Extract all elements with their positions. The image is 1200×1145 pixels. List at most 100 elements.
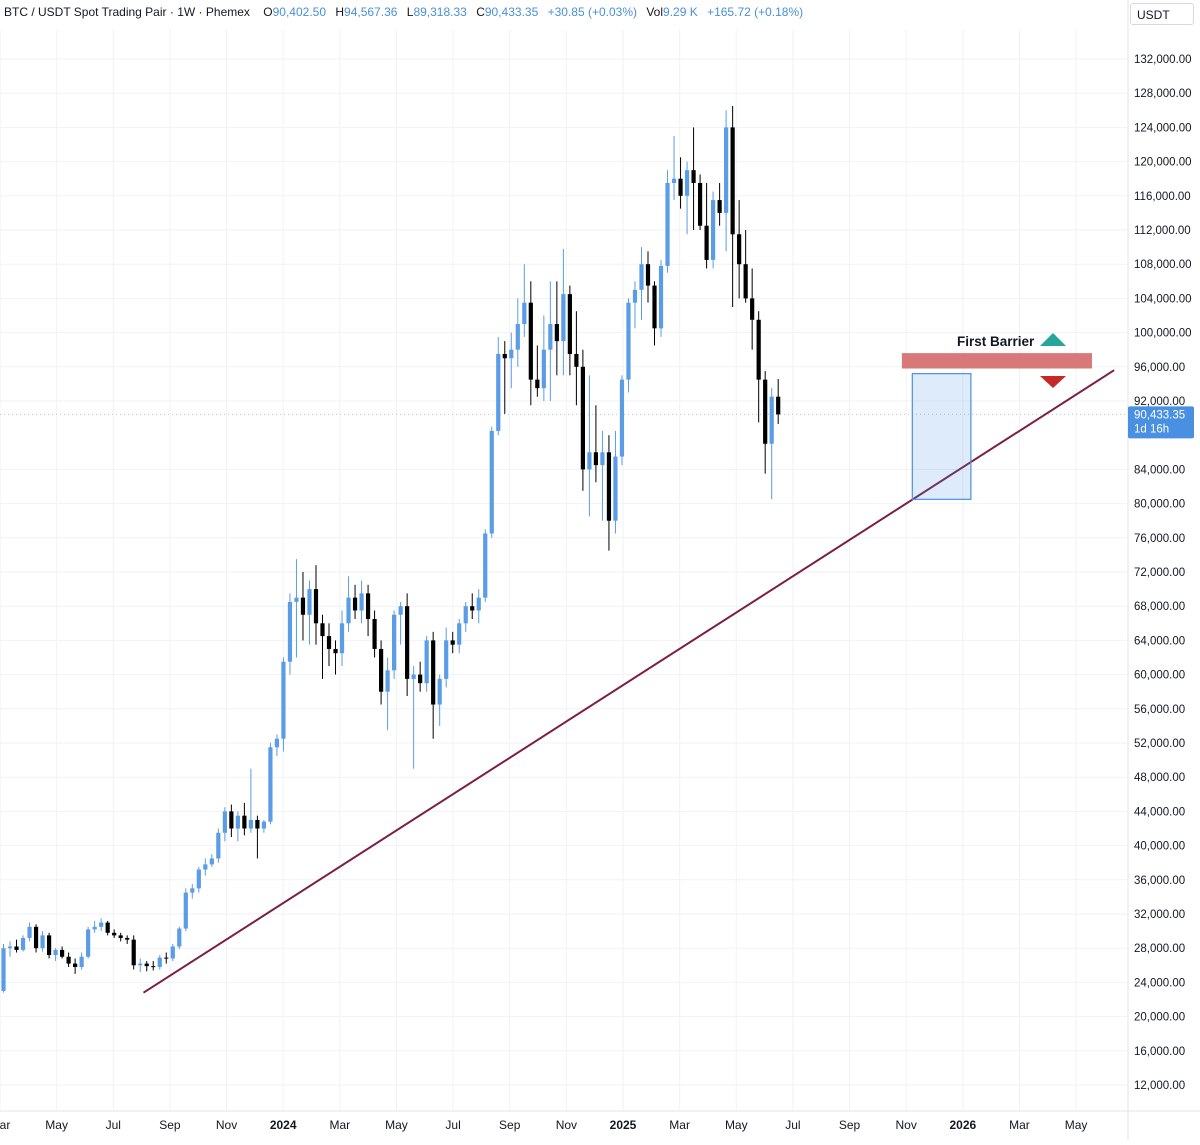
candle-body [561, 294, 566, 342]
candle-body [274, 738, 280, 748]
candle-body [711, 200, 716, 260]
candle-body [476, 597, 481, 611]
candle-body [40, 935, 45, 949]
arrow-up-icon [1040, 333, 1066, 346]
candle-body [470, 606, 475, 611]
y-tick-label: 28,000.00 [1134, 943, 1185, 955]
y-tick-label: 96,000.00 [1134, 362, 1185, 374]
candle-body [769, 396, 774, 444]
arrow-down-icon [1040, 376, 1066, 388]
candle-body [776, 396, 781, 415]
y-tick-label: 68,000.00 [1134, 601, 1185, 613]
symbol-exchange: Phemex [205, 5, 250, 19]
candle-body [756, 319, 761, 380]
symbol-interval[interactable]: 1W [177, 5, 196, 19]
candle-body [691, 170, 696, 183]
candle-body [743, 264, 748, 299]
candle-body [528, 302, 533, 380]
candle-body [294, 597, 299, 602]
candle-body [645, 264, 651, 286]
candle-body [248, 819, 253, 829]
candle-body [678, 178, 683, 196]
candle-body [515, 324, 520, 350]
resistance-zone [901, 353, 1092, 369]
y-tick-label: 24,000.00 [1134, 977, 1185, 989]
zone-layer [901, 353, 1092, 500]
candle-body [170, 946, 175, 959]
candle-body [684, 170, 690, 196]
candle-body [7, 946, 13, 949]
candle-body [730, 127, 735, 235]
candle-body [242, 815, 247, 829]
candle-body [502, 353, 507, 359]
candle-body [522, 302, 527, 325]
currency-selector-button[interactable]: USDT [1130, 3, 1194, 25]
y-tick-label: 16,000.00 [1134, 1046, 1185, 1058]
y-tick-label: 124,000.00 [1134, 122, 1192, 134]
candle-body [665, 182, 670, 266]
high-value: 94,567.36 [344, 5, 398, 19]
candle-body [378, 648, 384, 692]
candle-body [593, 452, 599, 466]
candle-body [359, 593, 364, 611]
time-axis[interactable]: Mar May Jul Sep Nov 2024 Mar May Jul Sep Nov 2025 Ma… [0, 1110, 1200, 1132]
x-tick-label: Jul [445, 1118, 460, 1132]
candle-body [151, 966, 156, 968]
y-tick-label: 108,000.00 [1134, 259, 1192, 271]
y-tick-label: 120,000.00 [1134, 157, 1192, 169]
x-tick-label: Sep [159, 1118, 181, 1132]
candle-body [235, 815, 240, 829]
x-tick-label: May [1065, 1118, 1088, 1132]
symbol-pair[interactable]: BTC / USDT Spot Trading Pair [4, 5, 167, 19]
y-tick-label: 12,000.00 [1134, 1080, 1185, 1092]
x-tick-label: Jul [106, 1118, 121, 1132]
candle-body [671, 178, 677, 183]
candle-countdown: 1d 16h [1134, 423, 1169, 435]
price-axis[interactable]: 132,000.00 128,000.00 124,000.00 120,000.00… [1127, 0, 1194, 1140]
candle-body [652, 285, 657, 329]
candle-body [437, 678, 442, 705]
candle-body [229, 811, 234, 829]
candle-body [131, 939, 136, 966]
x-tick-label: Mar [329, 1118, 350, 1132]
y-tick-label: 48,000.00 [1134, 772, 1185, 784]
candle-body [183, 892, 188, 929]
candle-body [346, 597, 351, 624]
candle-body [548, 324, 553, 350]
candle-body [46, 935, 52, 956]
symbol-header: BTC / USDT Spot Trading Pair · 1W · Phem… [4, 5, 804, 19]
candle-body [352, 597, 358, 611]
open-value: 90,402.50 [272, 5, 327, 19]
candle-body [333, 648, 338, 654]
x-tick-label: Nov [556, 1118, 577, 1132]
x-tick-label: Nov [216, 1118, 237, 1132]
candle-body [424, 640, 429, 684]
candle-body [541, 349, 546, 389]
candle-body [509, 349, 514, 359]
y-tick-label: 128,000.00 [1134, 88, 1192, 100]
candle-body [190, 888, 195, 893]
x-tick-label: Mar [669, 1118, 690, 1132]
candle-body [606, 452, 612, 521]
candle-body [326, 636, 332, 649]
candle-body [626, 302, 631, 380]
candle-body [750, 298, 755, 320]
x-tick-label: May [45, 1118, 68, 1132]
ascending-trendline [142, 369, 1115, 994]
candle-body [398, 606, 403, 615]
candle-body [14, 946, 19, 950]
candle-body [138, 963, 143, 966]
open-label: O [263, 5, 273, 19]
close-value: 90,433.35 [484, 5, 539, 19]
candle-body [600, 452, 605, 466]
y-tick-label: 76,000.00 [1134, 533, 1185, 545]
candle-body [216, 832, 221, 859]
candle-body [73, 963, 78, 968]
volume-change: +165.72 (+0.18%) [707, 5, 804, 19]
candle-body [307, 589, 312, 615]
candle-body [405, 606, 410, 679]
candle-body [86, 929, 91, 957]
current-price-value: 90,433.35 [1134, 409, 1185, 421]
